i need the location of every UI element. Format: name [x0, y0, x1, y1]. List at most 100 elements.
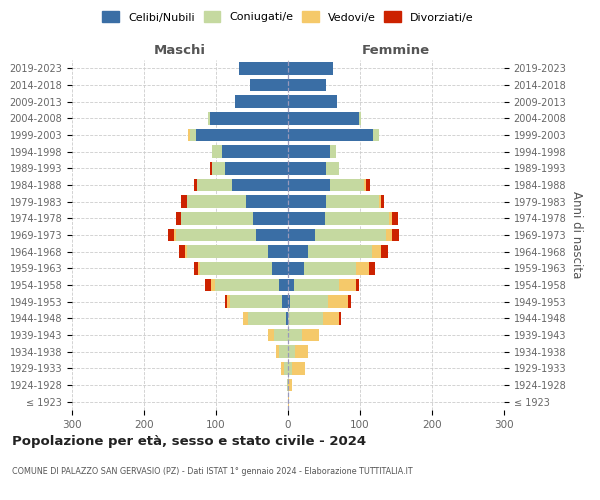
Bar — [224, 162, 288, 174]
Bar — [288, 279, 294, 291]
Bar — [294, 279, 339, 291]
Bar — [224, 296, 227, 308]
Bar — [288, 296, 290, 308]
Bar — [274, 329, 288, 341]
Bar — [287, 379, 288, 391]
Bar — [198, 262, 200, 274]
Y-axis label: Anni di nascita: Anni di nascita — [570, 192, 583, 278]
Bar — [288, 129, 373, 141]
Bar — [373, 129, 379, 141]
Bar — [308, 246, 371, 258]
Bar — [288, 262, 304, 274]
Bar — [349, 296, 350, 308]
Bar — [288, 312, 323, 324]
Bar — [288, 212, 325, 224]
Bar — [288, 79, 326, 92]
Bar — [194, 262, 198, 274]
Bar — [215, 279, 280, 291]
Bar — [176, 212, 181, 224]
Bar — [339, 279, 356, 291]
Bar — [288, 62, 334, 74]
Bar — [288, 112, 359, 124]
Bar — [288, 179, 330, 192]
Bar — [288, 96, 337, 108]
Bar — [187, 196, 246, 208]
Bar — [328, 296, 349, 308]
Bar — [200, 262, 272, 274]
Bar — [211, 279, 215, 291]
Bar — [389, 212, 392, 224]
Bar — [181, 212, 253, 224]
Text: Maschi: Maschi — [154, 44, 206, 57]
Text: Femmine: Femmine — [362, 44, 430, 57]
Bar — [242, 312, 248, 324]
Bar — [392, 212, 398, 224]
Bar — [197, 179, 232, 192]
Bar — [253, 212, 288, 224]
Bar — [281, 362, 284, 374]
Bar — [392, 229, 399, 241]
Bar — [272, 262, 288, 274]
Bar — [330, 146, 335, 158]
Bar — [210, 112, 288, 124]
Bar — [288, 362, 292, 374]
Bar — [227, 296, 230, 308]
Bar — [381, 246, 388, 258]
Bar — [181, 196, 187, 208]
Bar — [185, 246, 187, 258]
Bar — [356, 262, 370, 274]
Bar — [239, 62, 288, 74]
Bar — [356, 279, 359, 291]
Bar — [302, 329, 319, 341]
Text: COMUNE DI PALAZZO SAN GERVASIO (PZ) - Dati ISTAT 1° gennaio 2024 - Elaborazione : COMUNE DI PALAZZO SAN GERVASIO (PZ) - Da… — [12, 468, 413, 476]
Bar — [339, 312, 341, 324]
Bar — [370, 262, 375, 274]
Bar — [187, 246, 268, 258]
Bar — [212, 162, 224, 174]
Bar — [381, 196, 385, 208]
Bar — [325, 212, 389, 224]
Bar — [379, 196, 381, 208]
Bar — [222, 146, 288, 158]
Y-axis label: Fasce di età: Fasce di età — [0, 200, 4, 270]
Bar — [212, 146, 222, 158]
Bar — [288, 162, 326, 174]
Bar — [250, 79, 288, 92]
Bar — [188, 129, 190, 141]
Bar — [280, 346, 288, 358]
Bar — [288, 246, 308, 258]
Text: Popolazione per età, sesso e stato civile - 2024: Popolazione per età, sesso e stato civil… — [12, 435, 366, 448]
Bar — [205, 279, 211, 291]
Bar — [316, 229, 386, 241]
Bar — [288, 329, 302, 341]
Bar — [282, 296, 288, 308]
Bar — [208, 112, 210, 124]
Bar — [246, 196, 288, 208]
Bar — [292, 362, 305, 374]
Bar — [288, 346, 295, 358]
Bar — [288, 146, 330, 158]
Bar — [268, 246, 288, 258]
Bar — [330, 179, 364, 192]
Bar — [364, 179, 367, 192]
Bar — [386, 229, 392, 241]
Bar — [288, 396, 289, 408]
Bar — [288, 379, 292, 391]
Bar — [288, 229, 316, 241]
Bar — [326, 162, 339, 174]
Bar — [235, 96, 288, 108]
Bar — [190, 129, 196, 141]
Bar — [169, 229, 174, 241]
Bar — [179, 246, 185, 258]
Bar — [268, 329, 274, 341]
Bar — [174, 229, 176, 241]
Bar — [276, 346, 280, 358]
Bar — [288, 196, 326, 208]
Bar — [359, 112, 361, 124]
Bar — [248, 312, 286, 324]
Bar — [176, 229, 256, 241]
Bar — [371, 246, 381, 258]
Bar — [194, 179, 197, 192]
Bar — [304, 262, 356, 274]
Bar — [230, 296, 282, 308]
